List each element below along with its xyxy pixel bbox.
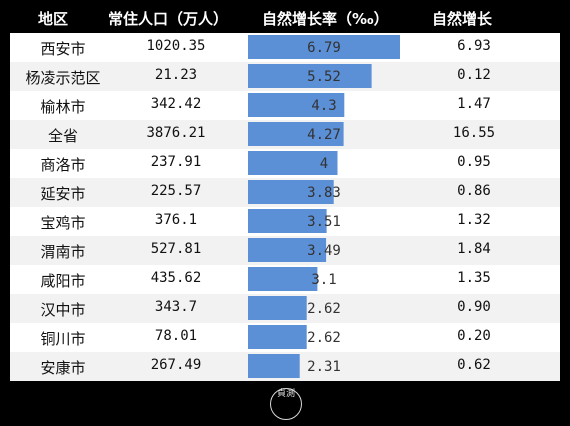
cell-increase: 6.93 xyxy=(457,38,491,54)
cell-increase: 16.55 xyxy=(452,125,496,141)
table-row: 咸阳市 435.62 1.35 xyxy=(10,265,560,294)
cell-population: 225.57 xyxy=(150,183,202,199)
cell-increase: 0.86 xyxy=(457,183,491,199)
cell-region: 汉中市 xyxy=(40,301,86,319)
cell-increase: 1.32 xyxy=(457,212,491,228)
cell-increase: 0.20 xyxy=(457,328,491,344)
rate-value-label: 5.52 xyxy=(307,69,341,85)
cell-region: 宝鸡市 xyxy=(40,214,86,232)
rate-value-label: 4.3 xyxy=(311,98,336,114)
header-rate: 自然增长率（‰） xyxy=(262,10,389,28)
cell-population: 435.62 xyxy=(150,270,202,286)
header-region: 地区 xyxy=(38,10,69,28)
rate-value-label: 3.1 xyxy=(311,272,336,288)
rate-bar xyxy=(248,267,318,291)
cell-increase: 0.12 xyxy=(457,67,491,83)
header-population: 常住人口（万人） xyxy=(108,10,229,28)
table-row: 铜川市 78.01 0.20 xyxy=(10,323,560,352)
table-row: 西安市 1020.35 6.93 xyxy=(10,33,560,62)
cell-region: 咸阳市 xyxy=(40,272,86,290)
rate-value-label: 2.31 xyxy=(307,359,341,375)
cell-population: 78.01 xyxy=(154,328,198,344)
cell-region: 安康市 xyxy=(40,359,86,377)
cell-population: 376.1 xyxy=(154,212,198,228)
cell-population: 343.7 xyxy=(154,299,198,315)
rate-bar xyxy=(248,296,307,320)
rate-bar-chart: 6.79 5.52 4.3 4.27 4 3.83 3.51 3.49 3.1 2.62 2.62 2… xyxy=(248,35,400,378)
cell-increase: 1.47 xyxy=(457,96,491,112)
cell-region: 全省 xyxy=(47,127,78,145)
rate-bar xyxy=(248,325,307,349)
cell-region: 西安市 xyxy=(40,40,86,58)
rate-value-label: 3.49 xyxy=(307,243,341,259)
cell-population: 1020.35 xyxy=(146,38,206,54)
cell-increase: 0.95 xyxy=(457,154,491,170)
rate-bar xyxy=(248,180,334,204)
cell-increase: 0.90 xyxy=(457,299,491,315)
cell-region: 铜川市 xyxy=(40,330,86,348)
watermark-seal: 貞測 xyxy=(270,388,302,420)
cell-population: 267.49 xyxy=(150,357,202,373)
data-table: 地区 常住人口（万人） 自然增长率（‰） 自然增长 西安市 1020.35 6.93… xyxy=(10,0,560,381)
cell-region: 杨凌示范区 xyxy=(25,69,101,87)
table-row: 商洛市 237.91 0.95 xyxy=(10,149,560,178)
rate-bar xyxy=(248,35,400,59)
rate-bar xyxy=(248,93,345,117)
rate-value-label: 4 xyxy=(320,156,328,172)
cell-increase: 1.35 xyxy=(457,270,491,286)
rate-bar xyxy=(248,64,372,88)
cell-population: 3876.21 xyxy=(146,125,206,141)
rate-value-label: 4.27 xyxy=(307,127,341,143)
table-row: 榆林市 342.42 1.47 xyxy=(10,91,560,120)
table-row: 宝鸡市 376.1 1.32 xyxy=(10,207,560,236)
rate-bar xyxy=(248,209,327,233)
cell-region: 延安市 xyxy=(40,185,86,203)
rate-value-label: 2.62 xyxy=(307,301,341,317)
cell-increase: 1.84 xyxy=(457,241,491,257)
cell-population: 21.23 xyxy=(154,67,198,83)
rate-value-label: 6.79 xyxy=(307,40,341,56)
header-increase: 自然增长 xyxy=(432,10,493,28)
rate-bar xyxy=(248,151,338,175)
cell-population: 237.91 xyxy=(150,154,202,170)
table-header: 地区 常住人口（万人） 自然增长率（‰） 自然增长 xyxy=(10,0,560,33)
rate-value-label: 3.83 xyxy=(307,185,341,201)
cell-region: 渭南市 xyxy=(40,243,86,261)
cell-population: 527.81 xyxy=(150,241,202,257)
rate-bar xyxy=(248,238,327,262)
rate-value-label: 2.62 xyxy=(307,330,341,346)
rate-bar xyxy=(248,354,300,378)
rate-value-label: 3.51 xyxy=(307,214,341,230)
cell-region: 榆林市 xyxy=(40,98,86,116)
watermark-text: 貞測 xyxy=(276,389,295,399)
cell-increase: 0.62 xyxy=(457,357,491,373)
cell-population: 342.42 xyxy=(150,96,202,112)
rate-bar xyxy=(248,122,344,146)
cell-region: 商洛市 xyxy=(40,156,86,174)
